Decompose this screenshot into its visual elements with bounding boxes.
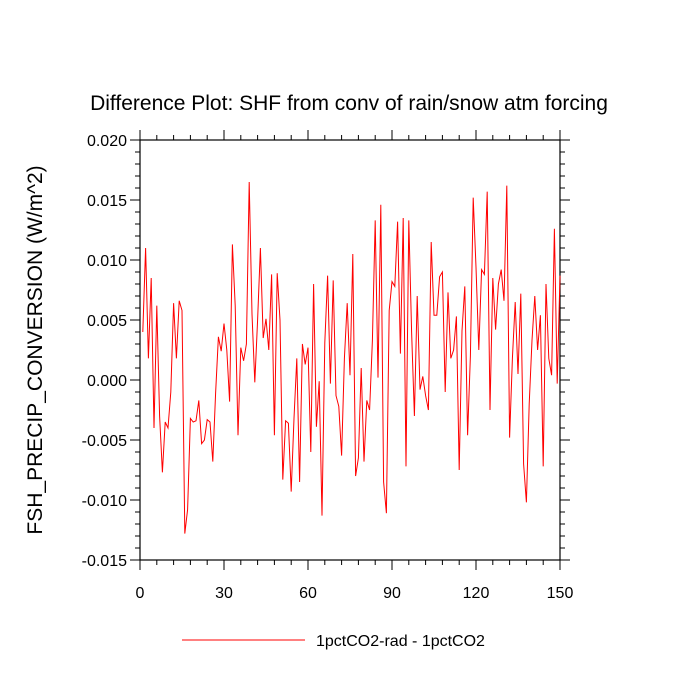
plot-area: 0 30 60 90 120 150 -0.015 -0.010 -0.005 0.000 0.00… (82, 130, 574, 602)
y-tick-label: 0.010 (87, 253, 127, 270)
plot-frame (139, 139, 561, 561)
y-tick-label: -0.015 (82, 553, 127, 570)
chart-title: Difference Plot: SHF from conv of rain/s… (90, 92, 608, 115)
x-tick-label: 30 (215, 585, 233, 602)
x-tick-label: 60 (299, 585, 317, 602)
x-tick-label: 150 (547, 585, 574, 602)
y-tick-label: -0.010 (82, 493, 127, 510)
series-layer (142, 181, 561, 534)
y-tick-label: 0.015 (87, 193, 127, 210)
y-tick-label: 0.005 (87, 313, 127, 330)
legend: 1pctCO2-rad - 1pctCO2 (182, 633, 485, 650)
legend-label: 1pctCO2-rad - 1pctCO2 (316, 633, 485, 650)
axis-ticks (130, 130, 570, 570)
x-tick-label: 0 (136, 585, 145, 602)
y-tick-label: 0.000 (87, 373, 127, 390)
x-tick-label: 90 (383, 585, 401, 602)
y-axis-label: FSH_PRECIP_CONVERSION (W/m^2) (24, 165, 47, 534)
y-tick-label: -0.005 (82, 433, 127, 450)
y-tick-label: 0.020 (87, 133, 127, 150)
series-line (142, 181, 561, 534)
x-tick-label: 120 (463, 585, 490, 602)
axis-tick-labels: 0 30 60 90 120 150 -0.015 -0.010 -0.005 0.000 0.00… (82, 133, 574, 602)
